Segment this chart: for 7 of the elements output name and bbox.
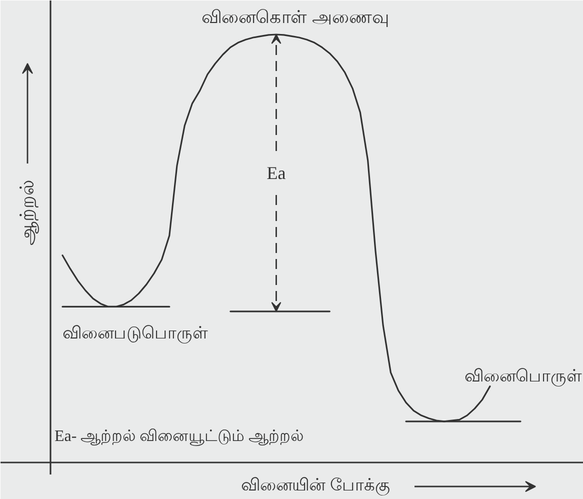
annotation: வினைகொள் அணைவு	[201, 7, 390, 28]
series-label: வினைபடுபொருள்	[62, 324, 208, 344]
annotation: Ea	[266, 162, 286, 183]
text: வினைபொருள்	[464, 366, 582, 386]
annotation: Ea- ஆற்றல் வினையூட்டும் ஆற்றல்	[54, 428, 304, 445]
y-axis-title: ஆற்றல்	[16, 180, 38, 246]
x-axis-title: வினையின் போக்கு	[240, 476, 390, 496]
